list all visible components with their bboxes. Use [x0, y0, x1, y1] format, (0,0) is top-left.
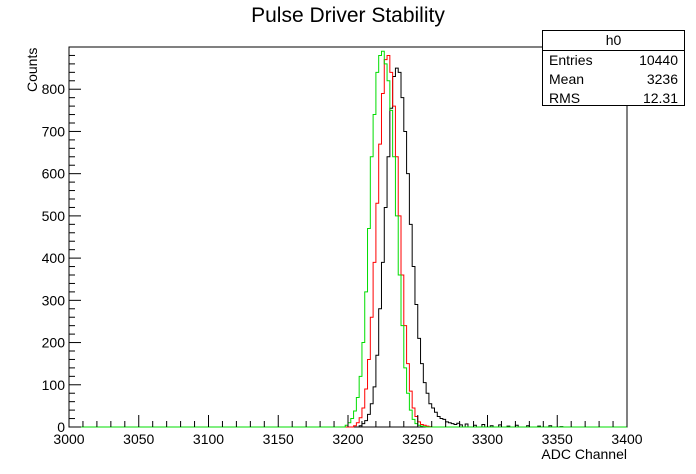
y-tick-label: 800: [42, 81, 66, 97]
stats-entries-label: Entries: [549, 52, 593, 68]
series-0-histogram: [69, 67, 627, 428]
x-tick-label: 3000: [53, 431, 84, 447]
stats-entries-value: 10440: [639, 52, 678, 68]
stats-row-rms: RMS 12.31: [543, 89, 684, 108]
stats-mean-label: Mean: [549, 71, 585, 87]
y-tick-label: 400: [42, 250, 66, 266]
y-tick-label: 600: [42, 166, 66, 182]
y-tick-label: 500: [42, 208, 66, 224]
stats-mean-value: 3236: [646, 71, 678, 87]
x-axis-label: ADC Channel: [541, 446, 627, 462]
series-2-histogram: [69, 50, 627, 428]
series-layer: [69, 50, 627, 428]
stats-histogram-name: h0: [543, 31, 684, 51]
y-tick-label: 0: [57, 419, 65, 435]
x-tick-label: 3300: [472, 431, 503, 447]
y-tick-label: 700: [42, 123, 66, 139]
x-tick-label: 3100: [193, 431, 224, 447]
y-tick-label: 200: [42, 335, 66, 351]
x-tick-label: 3150: [263, 431, 294, 447]
stats-row-mean: Mean 3236: [543, 70, 684, 89]
stats-rms-value: 12.31: [642, 90, 678, 106]
y-axis-label: Counts: [24, 48, 40, 92]
series-1-histogram: [69, 54, 627, 428]
x-tick-label: 3050: [123, 431, 154, 447]
chart-title: Pulse Driver Stability: [251, 4, 445, 27]
x-tick-label: 3350: [542, 431, 573, 447]
x-tick-label: 3200: [332, 431, 363, 447]
y-tick-label: 100: [42, 377, 66, 393]
y-tick-label: 300: [42, 292, 66, 308]
stats-row-entries: Entries 10440: [543, 51, 684, 70]
x-tick-label: 3400: [611, 431, 642, 447]
stats-box: h0 Entries 10440 Mean 3236 RMS 12.31: [542, 30, 685, 106]
x-tick-label: 3250: [402, 431, 433, 447]
axis-layer: 3000 3050 3100 3150 3200 3250 3300 3350 3400 0 100…: [42, 46, 643, 447]
stats-rms-label: RMS: [549, 90, 581, 106]
